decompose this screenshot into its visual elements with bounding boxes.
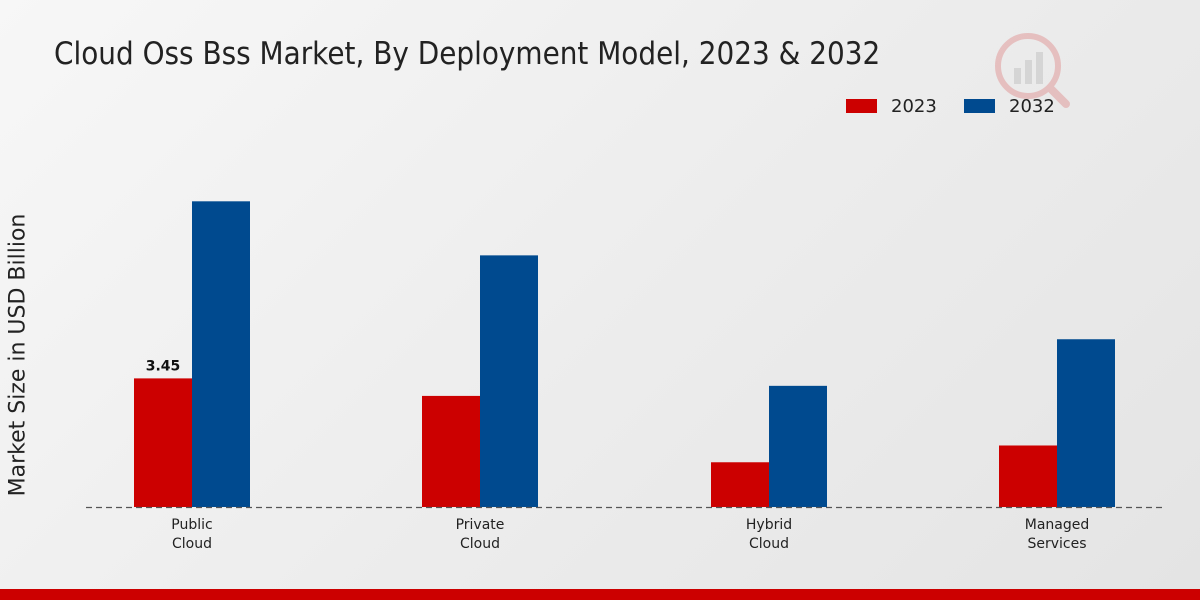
chart-title: Cloud Oss Bss Market, By Deployment Mode… bbox=[54, 36, 881, 72]
bar-2032-private-cloud[interactable] bbox=[480, 255, 538, 507]
x-tick-label-public-cloud: Public Cloud bbox=[171, 517, 212, 552]
bar-2032-managed-services[interactable] bbox=[1057, 339, 1115, 507]
bar-2023-hybrid-cloud[interactable] bbox=[711, 462, 769, 507]
legend-swatch-2023 bbox=[846, 99, 877, 113]
bar-2023-private-cloud[interactable] bbox=[422, 395, 480, 507]
watermark-logo-icon bbox=[995, 33, 1070, 108]
legend-label-2032: 2032 bbox=[1009, 95, 1055, 117]
legend-item-2032[interactable]: 2032 bbox=[964, 94, 1055, 118]
legend-item-2023[interactable]: 2023 bbox=[846, 94, 937, 118]
legend-label-2023: 2023 bbox=[891, 95, 937, 117]
bottom-accent-bar bbox=[0, 589, 1200, 600]
bar-2023-managed-services[interactable] bbox=[999, 445, 1057, 507]
legend-swatch-2032 bbox=[964, 99, 995, 113]
x-tick-label-private-cloud: Private Cloud bbox=[456, 517, 505, 552]
bar-2023-public-cloud[interactable] bbox=[134, 378, 192, 507]
x-tick-label-managed-services: Managed Services bbox=[1025, 517, 1090, 552]
bar-2032-public-cloud[interactable] bbox=[192, 201, 250, 507]
bar-2032-hybrid-cloud[interactable] bbox=[769, 385, 827, 507]
data-label-2023-0: 3.45 bbox=[146, 358, 181, 374]
x-tick-label-hybrid-cloud: Hybrid Cloud bbox=[746, 517, 792, 552]
